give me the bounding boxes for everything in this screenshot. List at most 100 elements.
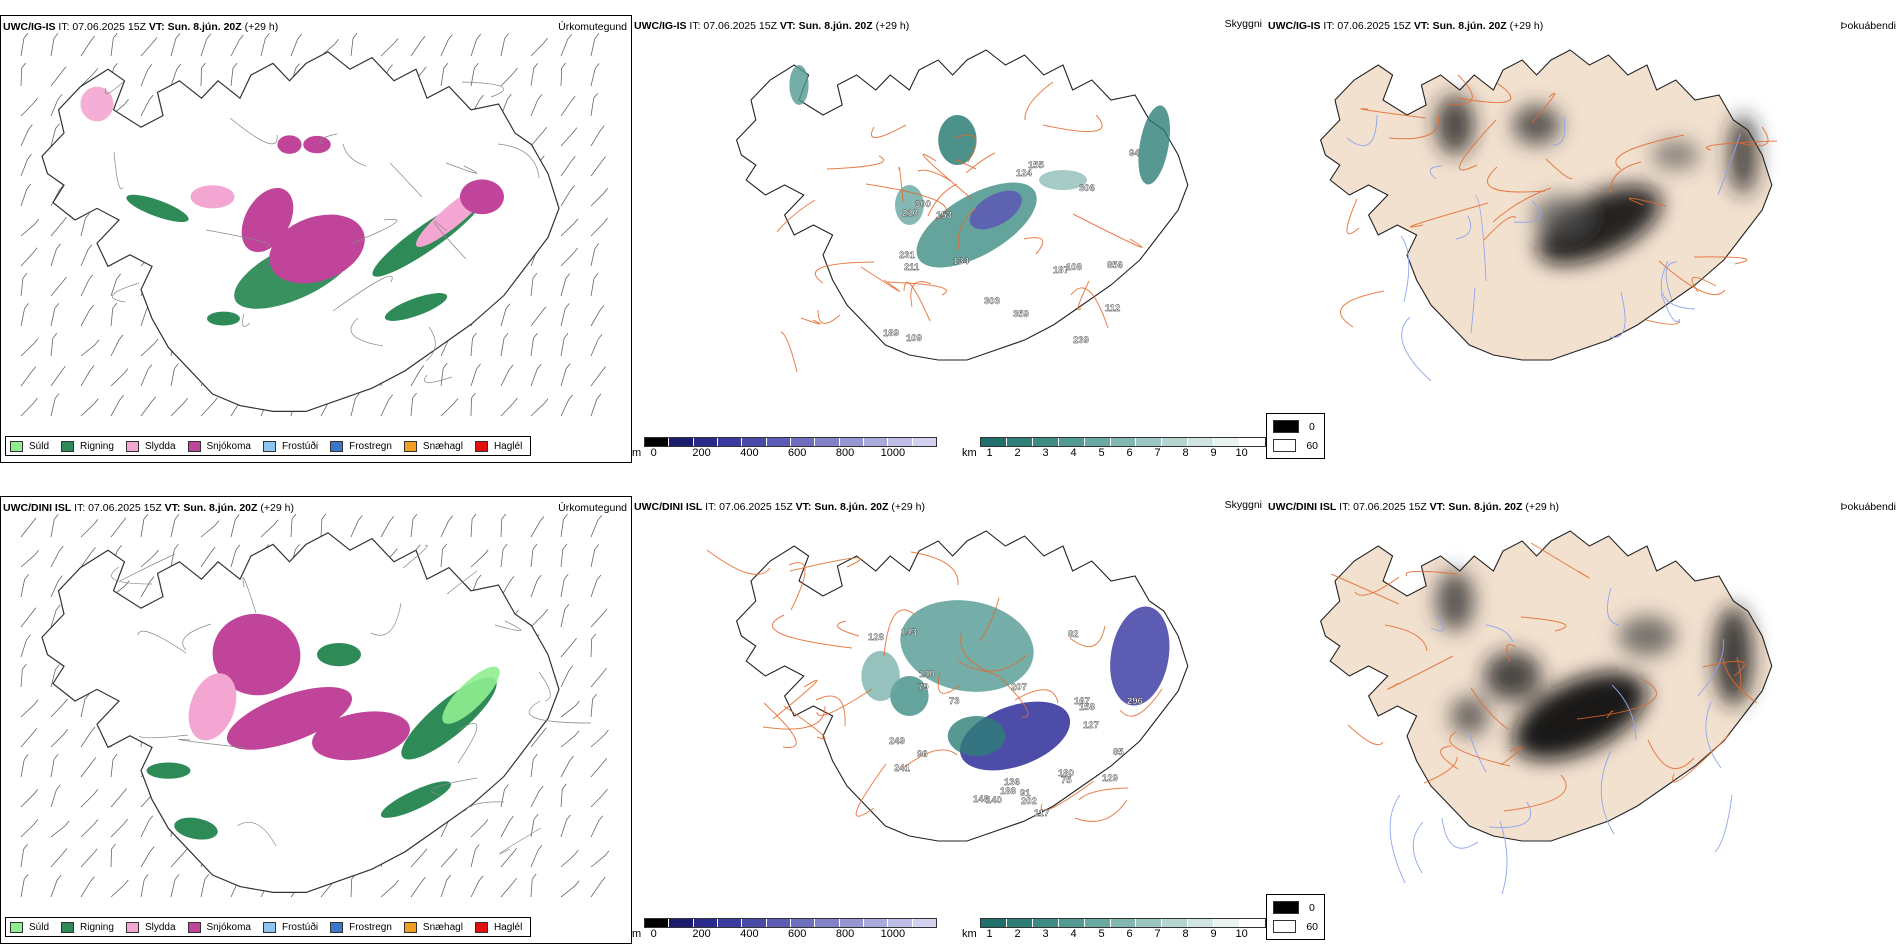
- road: [871, 124, 907, 138]
- road: [1347, 724, 1384, 746]
- wind-barb: [110, 818, 128, 838]
- wind-barb: [470, 844, 480, 868]
- colorbar-tick-label: 9: [1210, 928, 1217, 940]
- wind-barb: [530, 127, 548, 147]
- cloud-base-label: 296: [1127, 696, 1143, 707]
- road: [178, 739, 247, 749]
- wind-barb: [20, 32, 29, 57]
- fog-index-field: [1435, 571, 1753, 760]
- colorbar-bin: [912, 919, 936, 927]
- wind-barb: [560, 849, 579, 868]
- precip-type-map[interactable]: [1, 497, 632, 944]
- wind-barb: [170, 848, 188, 868]
- roads: [776, 81, 1143, 373]
- colorbar-unit: km: [962, 928, 977, 940]
- colorbar-bin: [766, 919, 791, 927]
- cloud-base-label: 359: [1013, 309, 1029, 320]
- fog-index-map[interactable]: [1266, 15, 1900, 463]
- cloud-base-label: 91: [1020, 788, 1031, 799]
- wind-barb: [20, 874, 29, 898]
- road: [229, 117, 278, 145]
- river: [1474, 194, 1487, 282]
- visibility-map[interactable]: 1241871342313003033061123598562109423915…: [632, 15, 1266, 463]
- colorbar-tick-label: 200: [692, 447, 711, 459]
- legend-swatch: [61, 440, 75, 452]
- cloud-base-label: 158: [1079, 702, 1095, 713]
- river: [1609, 291, 1626, 338]
- road: [910, 281, 932, 308]
- wind-barb: [500, 815, 514, 838]
- wind-barb: [560, 363, 571, 387]
- wind-barb: [410, 848, 428, 868]
- wind-barb: [590, 393, 602, 417]
- wind-barb: [20, 219, 39, 237]
- legend-label: Snjókoma: [206, 440, 251, 452]
- wind-barb: [20, 272, 28, 297]
- road: [1486, 166, 1546, 193]
- colorbar-tick-label: 4: [1070, 447, 1077, 459]
- road: [953, 134, 977, 163]
- wind-barb: [590, 788, 608, 808]
- colorbar-bin: [863, 438, 889, 446]
- colorbar-tick-label: 3: [1042, 928, 1049, 940]
- road: [1610, 161, 1642, 194]
- river: [1400, 235, 1410, 303]
- cloud-base-label: 112: [1105, 303, 1120, 314]
- road: [816, 688, 873, 716]
- cloud-base-label: 94: [1129, 148, 1140, 159]
- wind-barb: [110, 788, 128, 808]
- road: [433, 221, 467, 260]
- road: [1384, 624, 1428, 652]
- road: [1520, 616, 1567, 632]
- road: [352, 218, 398, 244]
- fog-index-map[interactable]: [1266, 496, 1900, 944]
- road: [242, 577, 257, 614]
- legend-swatch: [61, 921, 75, 933]
- wind-barb: [20, 517, 37, 538]
- legend-label: Rigning: [80, 440, 114, 452]
- wind-barb: [80, 213, 90, 237]
- wind-barb: [590, 850, 610, 868]
- colorbar-bin: [981, 919, 1007, 927]
- colorbar-bin: [1084, 438, 1111, 446]
- river: [1499, 820, 1508, 895]
- wind-barb: [50, 303, 60, 327]
- colorbar-bin: [1214, 919, 1241, 927]
- wind-barb: [530, 753, 538, 778]
- wind-barb: [560, 574, 569, 598]
- road: [431, 777, 478, 796]
- road: [1074, 799, 1128, 822]
- river: [1455, 215, 1472, 240]
- wind-barb: [170, 397, 188, 417]
- river: [1401, 316, 1432, 382]
- wind-barb: [470, 549, 489, 568]
- colorbar-tick-label: 1000: [880, 447, 906, 459]
- road: [332, 275, 393, 312]
- road: [1077, 280, 1090, 311]
- wind-barb: [80, 757, 97, 778]
- colorbar-bin: [742, 438, 767, 446]
- wind-barb: [110, 843, 116, 868]
- wind-barb: [560, 880, 580, 898]
- wind-barb: [530, 516, 545, 538]
- wind-barb: [590, 305, 605, 327]
- road: [1658, 260, 1726, 296]
- colorbar-tick-label: 600: [788, 928, 807, 940]
- road: [886, 281, 948, 296]
- legend-swatch: [474, 440, 488, 452]
- road: [1702, 660, 1745, 677]
- colorbar-ticks: 0 200 400 600 800 1000: [644, 447, 937, 459]
- wind-barb: [500, 93, 512, 117]
- wind-barb: [50, 33, 59, 57]
- fog-index-legend: 0 60: [1266, 894, 1325, 940]
- precip-type-map[interactable]: [1, 16, 632, 463]
- visibility-map[interactable]: 1481362071282962411882491671409612914011…: [632, 496, 1266, 944]
- road: [242, 313, 251, 327]
- road: [898, 166, 904, 203]
- colorbar-bin: [669, 438, 694, 446]
- wind-barb: [440, 362, 448, 387]
- wind-barb: [110, 32, 118, 57]
- legend-swatch: [403, 440, 417, 452]
- road: [865, 183, 947, 221]
- wind-barb: [230, 62, 238, 87]
